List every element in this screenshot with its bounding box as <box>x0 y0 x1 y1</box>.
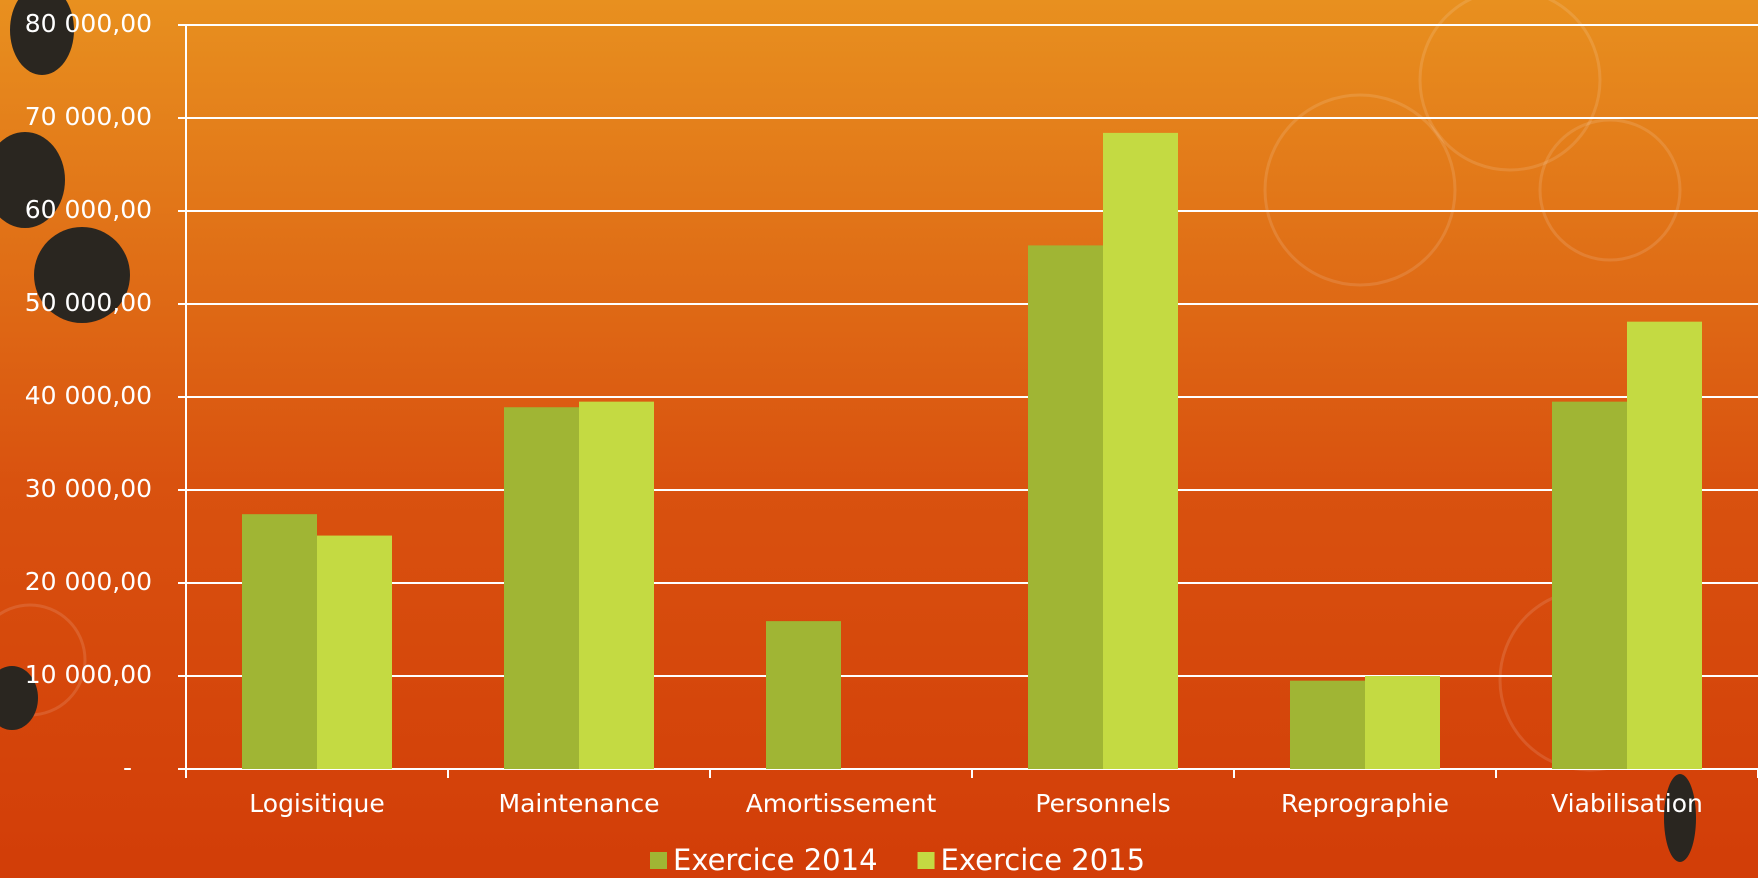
legend-swatch <box>650 852 667 869</box>
y-tick-label: 80 000,00 <box>25 9 152 38</box>
x-tick-label: Logisitique <box>249 789 384 818</box>
bar <box>1028 245 1103 769</box>
y-tick-label: 50 000,00 <box>25 288 152 317</box>
bar <box>1552 402 1627 769</box>
legend-label: Exercice 2015 <box>941 843 1146 877</box>
x-tick-label: Amortissement <box>746 789 937 818</box>
y-tick-label: 70 000,00 <box>25 102 152 131</box>
y-tick-label: 60 000,00 <box>25 195 152 224</box>
legend-label: Exercice 2014 <box>673 843 878 877</box>
x-tick-label: Reprographie <box>1281 789 1449 818</box>
y-tick-label: 10 000,00 <box>25 660 152 689</box>
bar <box>1365 676 1440 769</box>
bar <box>242 514 317 769</box>
x-tick-label: Maintenance <box>499 789 660 818</box>
bar <box>504 407 579 769</box>
bar <box>317 536 392 769</box>
page: - 10 000,00 20 000,00 30 000,00 40 000,00 50 … <box>0 0 1758 878</box>
y-tick-label: 40 000,00 <box>25 381 152 410</box>
x-tick-label: Personnels <box>1035 789 1170 818</box>
bar <box>1103 133 1178 769</box>
y-tick-label: 20 000,00 <box>25 567 152 596</box>
legend-swatch <box>918 852 935 869</box>
x-tick-label: Viabilisation <box>1551 789 1703 818</box>
bar <box>579 402 654 769</box>
y-tick-label: - <box>123 753 132 782</box>
y-tick-label: 30 000,00 <box>25 474 152 503</box>
bar <box>1627 322 1702 769</box>
bar <box>766 621 841 769</box>
bar <box>1290 681 1365 769</box>
chart: - 10 000,00 20 000,00 30 000,00 40 000,00 50 … <box>0 0 1758 878</box>
